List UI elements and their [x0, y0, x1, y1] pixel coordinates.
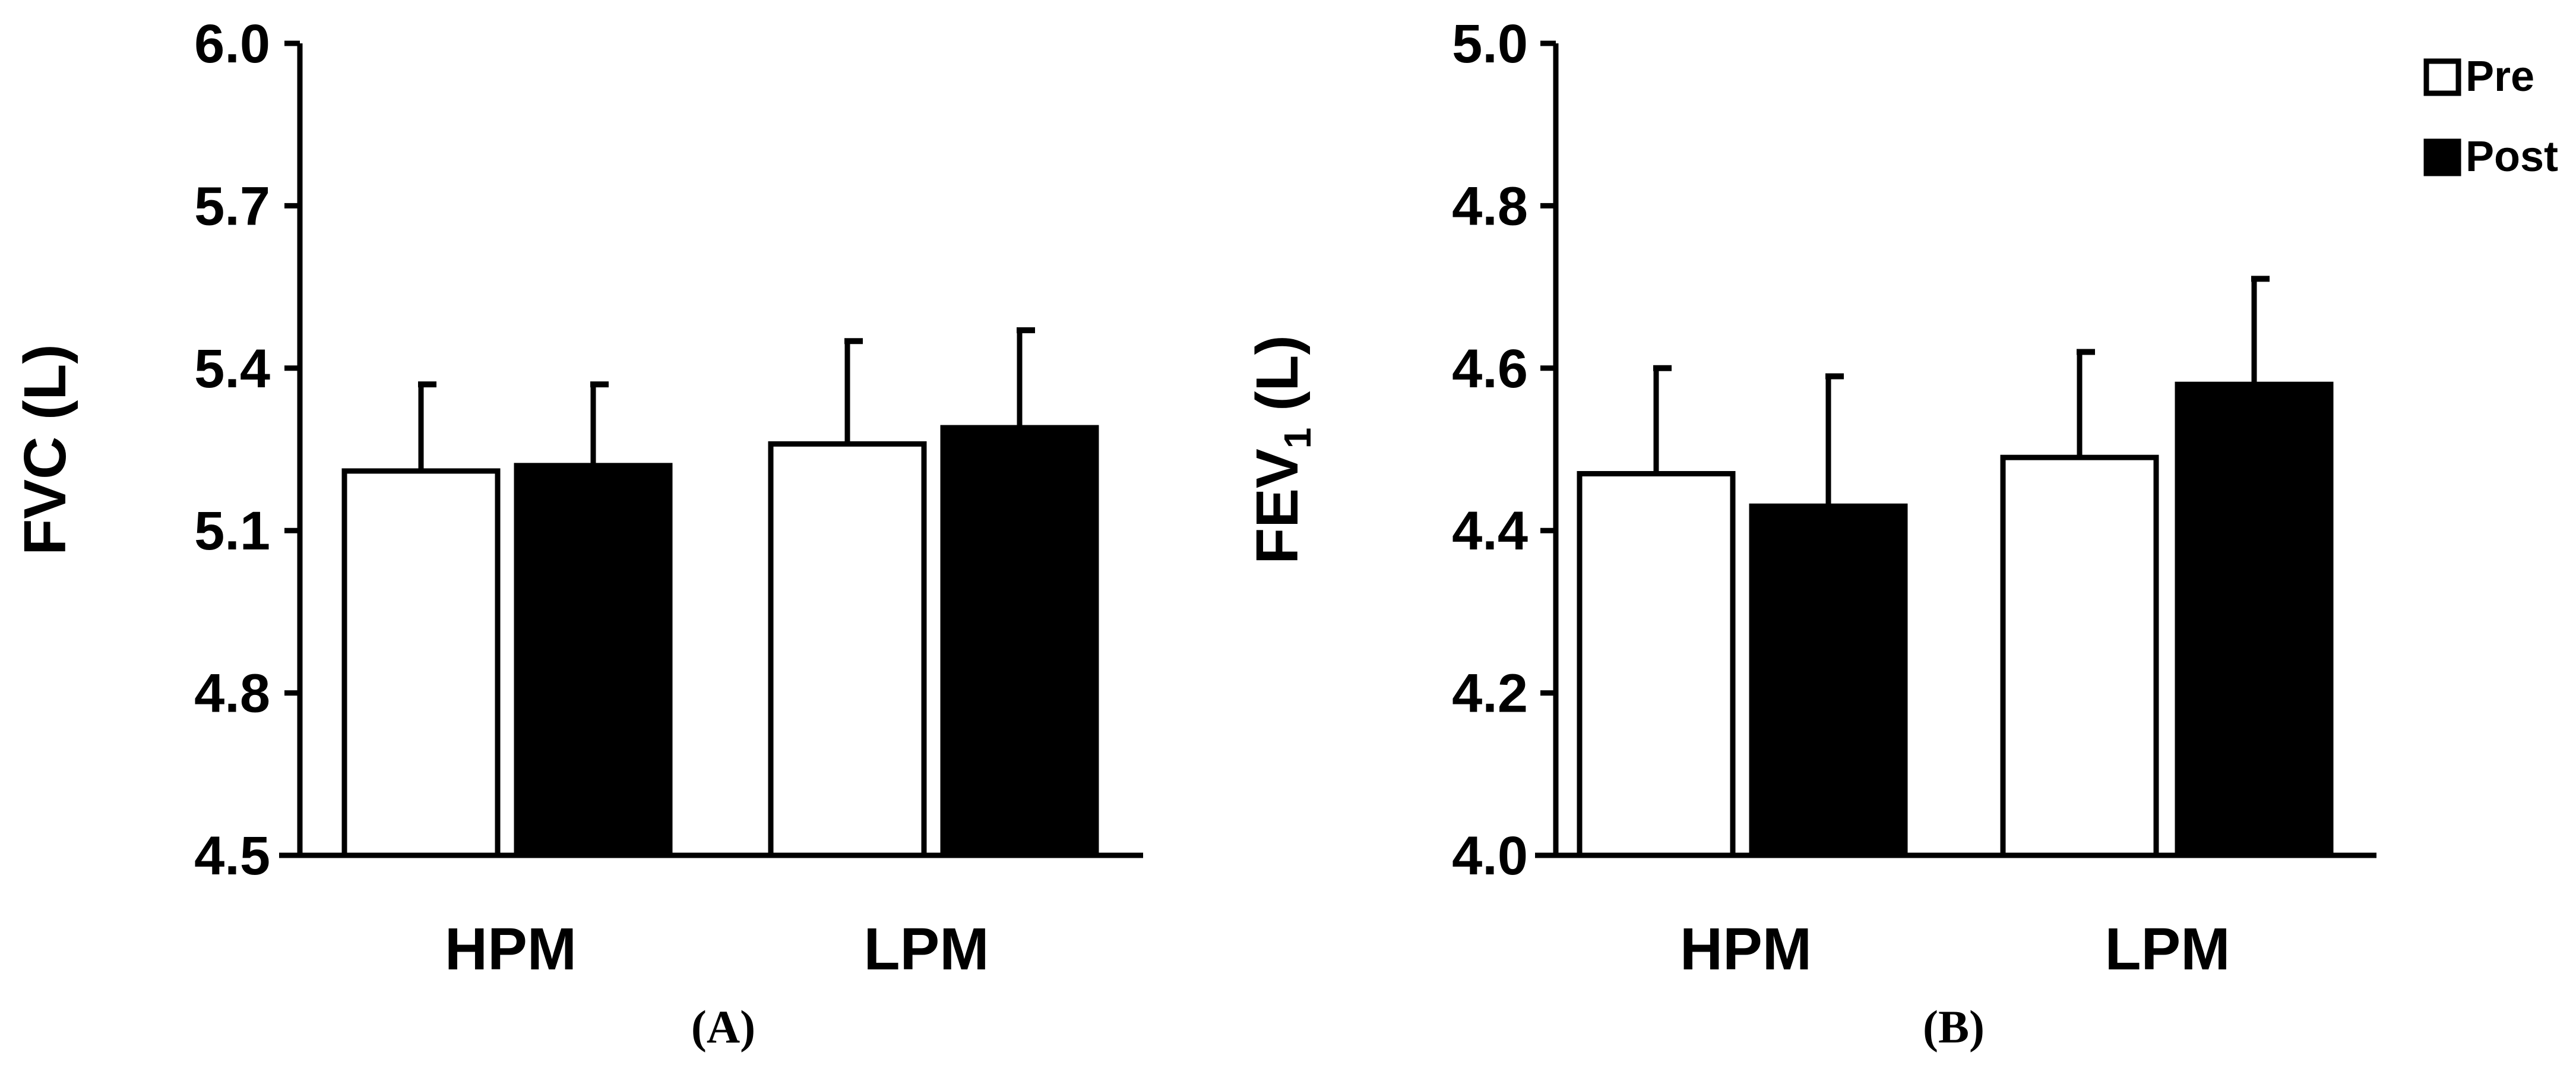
chart-panel-a: 4.5 4.8 5.1 5.4 5.7 6.0 HPM LPM FVC (L) (A): [12, 14, 1143, 1053]
y-axis-title-subscript: 1: [1276, 428, 1319, 449]
legend-label-post: Post: [2466, 133, 2558, 181]
y-tick-label: 5.4: [194, 339, 270, 399]
y-tick-label: 4.8: [194, 663, 270, 724]
y-tick-label: 4.0: [1452, 826, 1528, 886]
y-axis-title-panel-a: FVC (L): [12, 344, 78, 555]
x-category-label: HPM: [445, 916, 577, 982]
bar-pre: [341, 468, 501, 858]
x-category-label: HPM: [1680, 916, 1812, 982]
y-axis-title-panel-b: FEV1 (L): [1244, 335, 1319, 564]
bar-post: [514, 463, 673, 858]
legend-swatch-post: [2423, 138, 2461, 176]
y-tick-label: 4.5: [194, 826, 270, 886]
y-tick-label: 5.1: [194, 501, 270, 561]
bars-panel-b: [1577, 381, 2334, 858]
error-bars-panel-b: [1653, 276, 2270, 507]
bar-pre: [768, 441, 927, 858]
error-bars-panel-a: [418, 327, 1035, 471]
y-tick-label: 5.7: [194, 176, 270, 236]
bar-post: [2175, 381, 2334, 858]
y-tick-label: 4.8: [1452, 176, 1528, 236]
y-axis-title-main: FEV: [1244, 448, 1311, 564]
panel-label-a: (A): [691, 1001, 755, 1053]
y-tick-label: 4.4: [1452, 501, 1528, 561]
y-tick-label: 6.0: [194, 14, 270, 74]
bar-post: [940, 425, 1099, 858]
panel-label-b: (B): [1923, 1001, 1985, 1053]
y-tick-label: 4.6: [1452, 339, 1528, 399]
y-axis-title-unit: (L): [1244, 335, 1311, 427]
chart-panel-b: 4.0 4.2 4.4 4.6 4.8 5.0 HPM LPM FEV1 (L) (B): [1244, 14, 2376, 1053]
y-tick-label: 4.2: [1452, 663, 1528, 724]
x-category-label: LPM: [863, 916, 989, 982]
bar-pre: [2000, 454, 2159, 858]
legend-swatch-pre: [2423, 58, 2461, 96]
y-ticks-panel-a: 4.5 4.8 5.1 5.4 5.7 6.0: [194, 14, 300, 886]
bars-panel-a: [341, 425, 1099, 858]
legend: Pre Post: [2423, 53, 2558, 181]
legend-label-pre: Pre: [2466, 53, 2534, 100]
bar-pre: [1577, 471, 1736, 858]
x-category-label: LPM: [2105, 916, 2230, 982]
bar-post: [1749, 503, 1908, 858]
y-tick-label: 5.0: [1452, 14, 1528, 74]
y-ticks-panel-b: 4.0 4.2 4.4 4.6 4.8 5.0: [1452, 14, 1556, 886]
